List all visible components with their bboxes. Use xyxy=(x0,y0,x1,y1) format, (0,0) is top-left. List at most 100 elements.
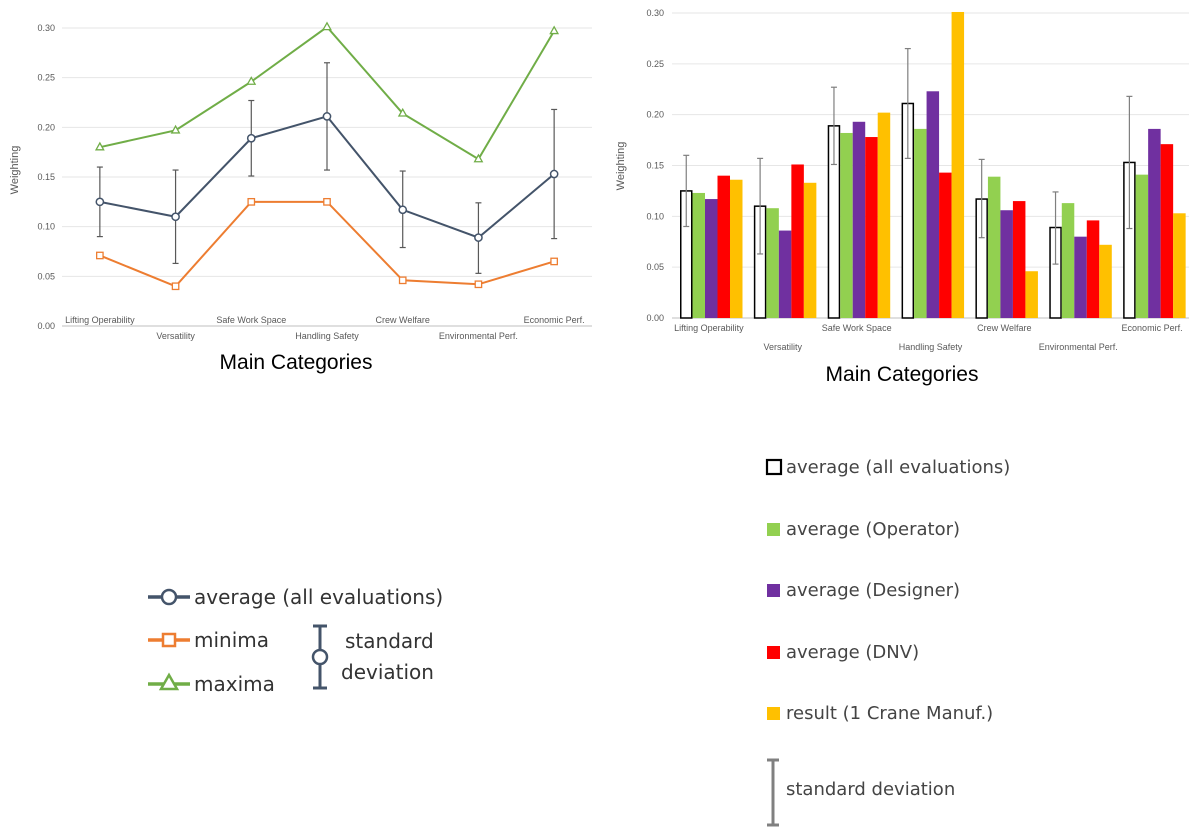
data-point xyxy=(474,233,483,242)
data-point xyxy=(549,169,559,179)
data-point xyxy=(474,280,483,289)
legend-maxima-label: maxima xyxy=(194,672,275,696)
data-point xyxy=(94,141,105,151)
bar xyxy=(717,175,730,318)
data-point xyxy=(96,251,104,260)
bar xyxy=(1099,244,1112,318)
y-tick-label: 0.30 xyxy=(646,8,664,18)
legend-label: average (all evaluations) xyxy=(786,457,1010,478)
legend-label: average (Operator) xyxy=(786,519,960,540)
bar-chart-x-axis-title: Main Categories xyxy=(826,363,979,386)
legend-std-symbol-bar xyxy=(767,758,779,827)
legend-maxima-symbol xyxy=(148,672,190,691)
x-tick-label: Environmental Perf. xyxy=(439,331,518,341)
data-point xyxy=(95,197,105,207)
bar xyxy=(1086,220,1100,318)
legend-swatch xyxy=(767,646,780,659)
bar xyxy=(1135,174,1149,318)
y-tick-label: 0.00 xyxy=(646,313,664,323)
bar xyxy=(705,199,718,318)
bar xyxy=(791,164,804,318)
data-point xyxy=(550,257,558,266)
data-point xyxy=(549,25,560,35)
line-chart-error-bars xyxy=(96,62,558,274)
bar xyxy=(1173,213,1186,318)
data-point xyxy=(322,112,332,121)
bar xyxy=(1025,271,1038,318)
legend-label: result (1 Crane Manuf.) xyxy=(786,703,993,724)
y-tick-label: 0.05 xyxy=(646,262,664,272)
y-tick-label: 0.15 xyxy=(37,172,55,182)
y-tick-label: 0.10 xyxy=(37,222,55,232)
x-tick-label: Versatility xyxy=(764,342,803,352)
x-tick-label: Handling Safety xyxy=(295,331,359,341)
x-tick-label: Crew Welfare xyxy=(977,323,1031,333)
bar xyxy=(987,176,1001,318)
bar xyxy=(926,91,940,319)
line-chart-x-ticks: Lifting Operability Versatility Safe Work … xyxy=(65,315,585,341)
bar-chart-legend: average (all evaluations) average (Operat… xyxy=(765,457,1010,827)
bar-chart: 0.00 0.05 0.10 0.15 0.20 0.25 0.30 Lifting Ope… xyxy=(615,8,1189,386)
y-tick-label: 0.20 xyxy=(37,122,55,132)
legend-swatch xyxy=(767,523,780,536)
data-point xyxy=(247,197,256,206)
y-tick-label: 0.00 xyxy=(37,321,55,331)
x-tick-label: Lifting Operability xyxy=(674,323,744,333)
data-point xyxy=(398,276,407,285)
bar xyxy=(1012,201,1026,318)
bar xyxy=(865,137,878,318)
x-tick-label: Crew Welfare xyxy=(376,315,430,325)
bar-chart-bars xyxy=(680,11,1186,319)
bar-chart-y-ticks: 0.00 0.05 0.10 0.15 0.20 0.25 0.30 xyxy=(646,8,664,323)
legend-average-symbol xyxy=(148,588,190,606)
x-tick-label: Environmental Perf. xyxy=(1039,342,1118,352)
x-tick-label: Handling Safety xyxy=(899,342,963,352)
y-tick-label: 0.25 xyxy=(37,73,55,83)
legend-std-symbol xyxy=(311,624,329,690)
legend-swatch xyxy=(767,707,780,720)
legend-minima-symbol xyxy=(148,632,190,648)
legend-swatch xyxy=(767,584,780,597)
legend-swatch xyxy=(765,458,783,476)
bar-chart-y-axis-title: Weighting xyxy=(615,142,627,191)
data-point xyxy=(171,282,180,291)
line-chart-x-axis-title: Main Categories xyxy=(220,351,373,374)
y-tick-label: 0.20 xyxy=(646,110,664,120)
data-point xyxy=(398,205,408,215)
data-point xyxy=(246,133,256,143)
bar-chart-error-bars xyxy=(683,47,1133,265)
x-tick-label: Economic Perf. xyxy=(524,315,585,325)
legend-std-label-bar: standard deviation xyxy=(786,779,955,800)
bar xyxy=(803,182,817,318)
legend-average-label: average (all evaluations) xyxy=(194,585,443,609)
data-point xyxy=(170,124,181,134)
bar xyxy=(778,230,792,318)
x-tick-label: Safe Work Space xyxy=(216,315,286,325)
data-point xyxy=(473,153,484,163)
bar xyxy=(951,11,965,318)
data-point xyxy=(323,197,331,206)
bar xyxy=(1148,128,1161,318)
bar xyxy=(877,112,891,318)
data-point xyxy=(322,21,332,31)
line-chart-markers xyxy=(94,21,560,291)
data-point xyxy=(171,212,180,222)
y-tick-label: 0.10 xyxy=(646,211,664,221)
bar xyxy=(766,208,779,318)
bar xyxy=(939,172,952,318)
x-tick-label: Lifting Operability xyxy=(65,315,135,325)
x-tick-label: Safe Work Space xyxy=(822,323,892,333)
legend-label: average (DNV) xyxy=(786,642,919,663)
y-tick-label: 0.15 xyxy=(646,161,664,171)
x-tick-label: Versatility xyxy=(156,331,195,341)
y-tick-label: 0.05 xyxy=(37,271,55,281)
legend-std-label-line2: deviation xyxy=(341,660,434,684)
bar xyxy=(914,128,927,318)
legend-minima-label: minima xyxy=(194,628,269,652)
line-chart-legend: average (all evaluations) minima maxima … xyxy=(148,585,443,696)
data-point xyxy=(246,76,257,85)
y-tick-label: 0.25 xyxy=(646,59,664,69)
bar xyxy=(840,132,853,318)
bar xyxy=(730,179,743,318)
